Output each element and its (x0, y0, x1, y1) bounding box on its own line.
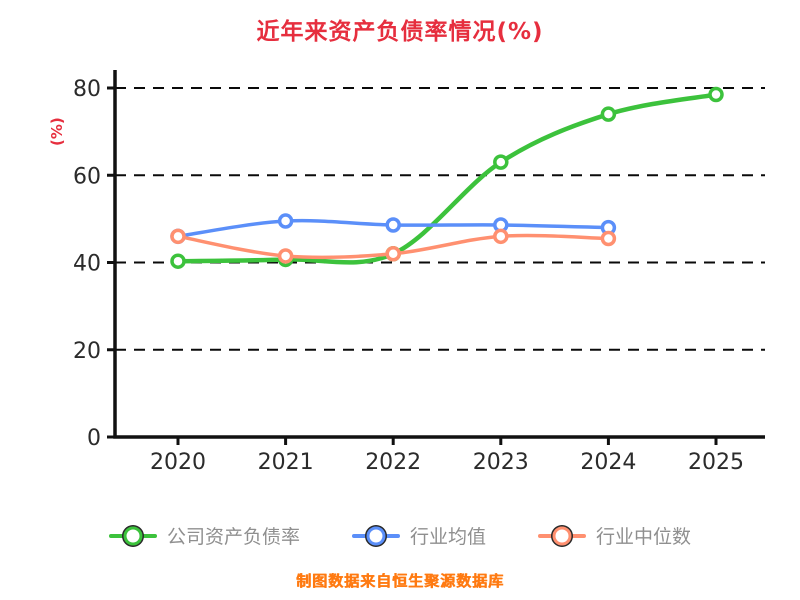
data-point (170, 253, 186, 269)
data-point (600, 106, 617, 122)
data-point (170, 228, 186, 245)
legend-label: 公司资产负债率 (166, 526, 300, 548)
x-tick-label: 2023 (473, 450, 529, 475)
data-point (493, 154, 509, 170)
y-tick-label: 80 (73, 77, 101, 102)
data-point (385, 217, 401, 233)
series-公司资产负债率 (170, 86, 724, 269)
legend-item-company-ratio: 公司资产负债率 (108, 522, 300, 549)
data-point (493, 228, 509, 245)
legend-marker-blue-icon (351, 526, 400, 545)
series-行业均值 (170, 213, 617, 245)
y-tick-label: 60 (73, 164, 101, 189)
data-point (277, 213, 294, 229)
x-tick-label: 2024 (580, 450, 636, 475)
x-tick-label: 2025 (688, 450, 744, 475)
series-行业中位数 (170, 228, 617, 264)
y-tick-label: 20 (73, 339, 101, 364)
y-tick-label: 40 (73, 252, 101, 277)
chart-legend: 公司资产负债率 行业均值 行业中位数 (0, 522, 800, 549)
x-tick-label: 2020 (150, 450, 206, 475)
data-point (708, 86, 724, 103)
gridlines (115, 87, 765, 351)
data-point (600, 230, 617, 247)
line-chart-plot: 0 20 40 60 80 2020 2021 2022 2023 2024 2025 (%) (48, 70, 765, 475)
legend-item-industry-median: 行业中位数 (538, 522, 691, 549)
y-tick-label: 0 (87, 426, 101, 451)
legend-marker-green-icon (108, 526, 157, 545)
chart-title: 近年来资产负债率情况(%) (256, 19, 544, 45)
data-point (385, 246, 401, 262)
axes: 0 20 40 60 80 2020 2021 2022 2023 2024 2025 (73, 70, 765, 475)
x-tick-label: 2021 (258, 450, 314, 475)
data-point (277, 248, 294, 264)
legend-label: 行业中位数 (596, 526, 692, 548)
legend-label: 行业均值 (409, 526, 486, 548)
legend-item-industry-mean: 行业均值 (351, 522, 486, 549)
y-axis-label: (%) (48, 117, 66, 146)
legend-marker-orange-icon (538, 526, 586, 545)
x-tick-label: 2022 (365, 450, 421, 475)
data-source-note: 制图数据来自恒生聚源数据库 (295, 572, 504, 590)
